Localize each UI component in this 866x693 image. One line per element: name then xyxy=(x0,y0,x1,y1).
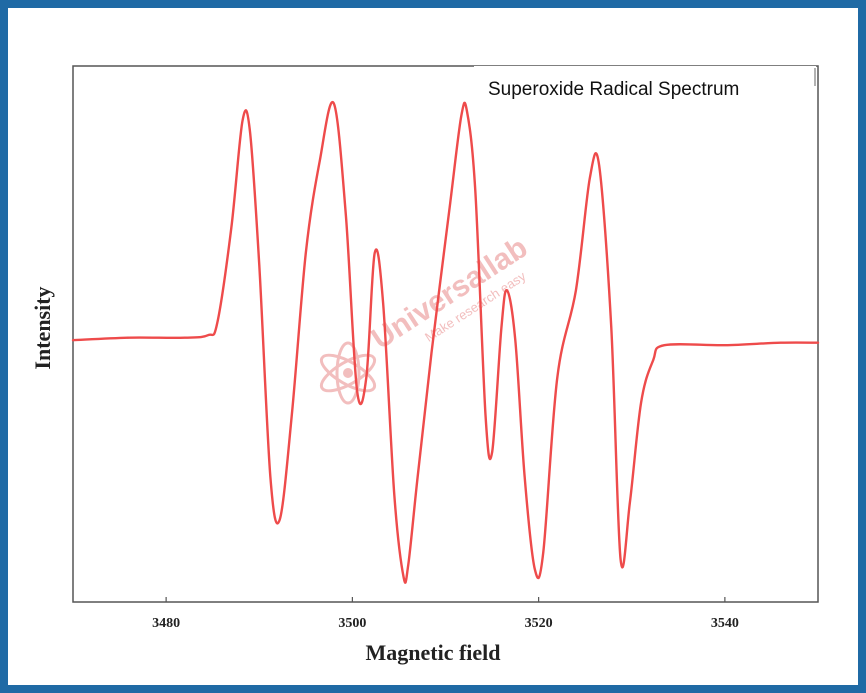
legend-box xyxy=(474,66,816,108)
x-tick-label: 3500 xyxy=(338,616,366,631)
atom-logo xyxy=(319,341,377,405)
chart-title: Superoxide Radical Spectrum xyxy=(488,79,739,100)
y-axis-title: Intensity xyxy=(30,286,55,369)
chart-frame: Superoxide Radical Spectrum Magnetic fie… xyxy=(8,8,858,685)
x-tick-label: 3480 xyxy=(152,616,180,631)
x-tick-label: 3540 xyxy=(711,616,739,631)
x-tick-label: 3520 xyxy=(525,616,553,631)
x-axis-ticks: 3480 3500 3520 3540 xyxy=(152,597,739,631)
plot-area-border xyxy=(72,65,819,603)
epr-spectrum-chart: Superoxide Radical Spectrum Magnetic fie… xyxy=(30,65,820,665)
spectrum-line xyxy=(71,100,820,584)
x-axis-title: Magnetic field xyxy=(365,640,500,665)
